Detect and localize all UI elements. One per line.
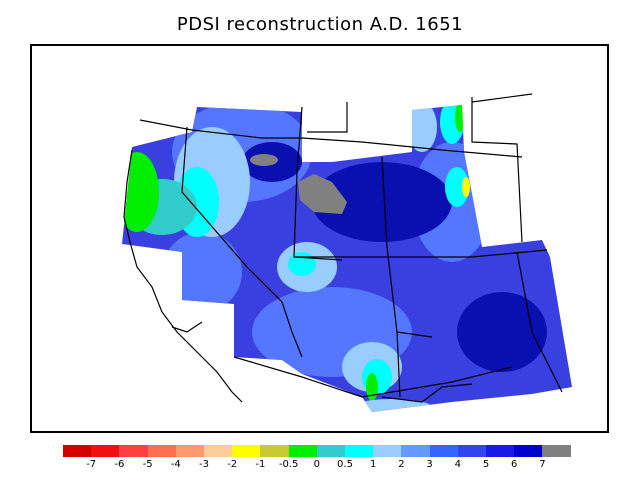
colorbar-cell bbox=[514, 445, 543, 457]
missing-data-area-north bbox=[250, 154, 278, 166]
colorbar-cell bbox=[486, 445, 515, 457]
colorbar-tick-label: -1 bbox=[255, 459, 266, 470]
colorbar-cell bbox=[542, 445, 572, 457]
colorbar-tick-label: -3 bbox=[199, 459, 209, 470]
colorbar-cell bbox=[204, 445, 233, 457]
pdsi-region-deep-blue-southeast bbox=[457, 292, 547, 372]
colorbar-tick-label: 4 bbox=[454, 459, 461, 470]
colorbar-tick-label: -5 bbox=[142, 459, 153, 470]
colorbar-cell bbox=[345, 445, 374, 457]
colorbar-cell bbox=[91, 445, 120, 457]
colorbar bbox=[63, 445, 572, 457]
pdsi-map bbox=[122, 93, 572, 412]
pdsi-region-deep-blue-central bbox=[312, 162, 452, 242]
colorbar-tick-label: 3 bbox=[426, 459, 433, 470]
colorbar-tick-label: -0.5 bbox=[278, 459, 299, 470]
colorbar-tick-label: 2 bbox=[398, 459, 405, 470]
colorbar-tick-label: 0 bbox=[313, 459, 320, 470]
colorbar-cell bbox=[147, 445, 177, 457]
colorbar-tick-label: 1 bbox=[370, 459, 377, 470]
colorbar-cell bbox=[457, 445, 487, 457]
map-title: PDSI reconstruction A.D. 1651 bbox=[176, 14, 464, 35]
colorbar-tick-label: 5 bbox=[482, 459, 490, 470]
colorbar-tick-label: -2 bbox=[227, 459, 238, 470]
colorbar-cell bbox=[232, 445, 261, 457]
colorbar-tick-label: -6 bbox=[114, 459, 125, 470]
map-frame bbox=[30, 44, 609, 433]
colorbar-cell bbox=[260, 445, 290, 457]
pdsi-region-cyan-east bbox=[445, 167, 469, 207]
colorbar-tick-label: 0.5 bbox=[337, 459, 353, 470]
pdsi-region-light-blue-ne bbox=[407, 105, 437, 152]
missing-data-area-central bbox=[298, 174, 347, 214]
colorbar-cell bbox=[401, 445, 431, 457]
pdsi-region-green-south bbox=[366, 373, 378, 401]
pdsi-region-green-ne bbox=[455, 105, 465, 132]
colorbar-cell bbox=[429, 445, 459, 457]
colorbar-cell bbox=[63, 445, 92, 457]
colorbar-cell bbox=[373, 445, 402, 457]
colorbar-tick-label: -4 bbox=[170, 459, 181, 470]
boundary-lines bbox=[123, 93, 563, 403]
colorbar-cell bbox=[316, 445, 346, 457]
colorbar-cell bbox=[119, 445, 149, 457]
colorbar-cell bbox=[175, 445, 205, 457]
colorbar-cell bbox=[288, 445, 318, 457]
pdsi-region-yellow-east bbox=[462, 177, 470, 197]
colorbar-tick-label: 6 bbox=[511, 459, 518, 470]
pdsi-region-cyan-center bbox=[288, 252, 316, 276]
pdsi-region-green-west bbox=[122, 152, 159, 232]
pdsi-region-mid-blue-west bbox=[162, 232, 242, 312]
colorbar-tick-label: 7 bbox=[539, 459, 546, 470]
colorbar-tick-label: -7 bbox=[86, 459, 97, 470]
